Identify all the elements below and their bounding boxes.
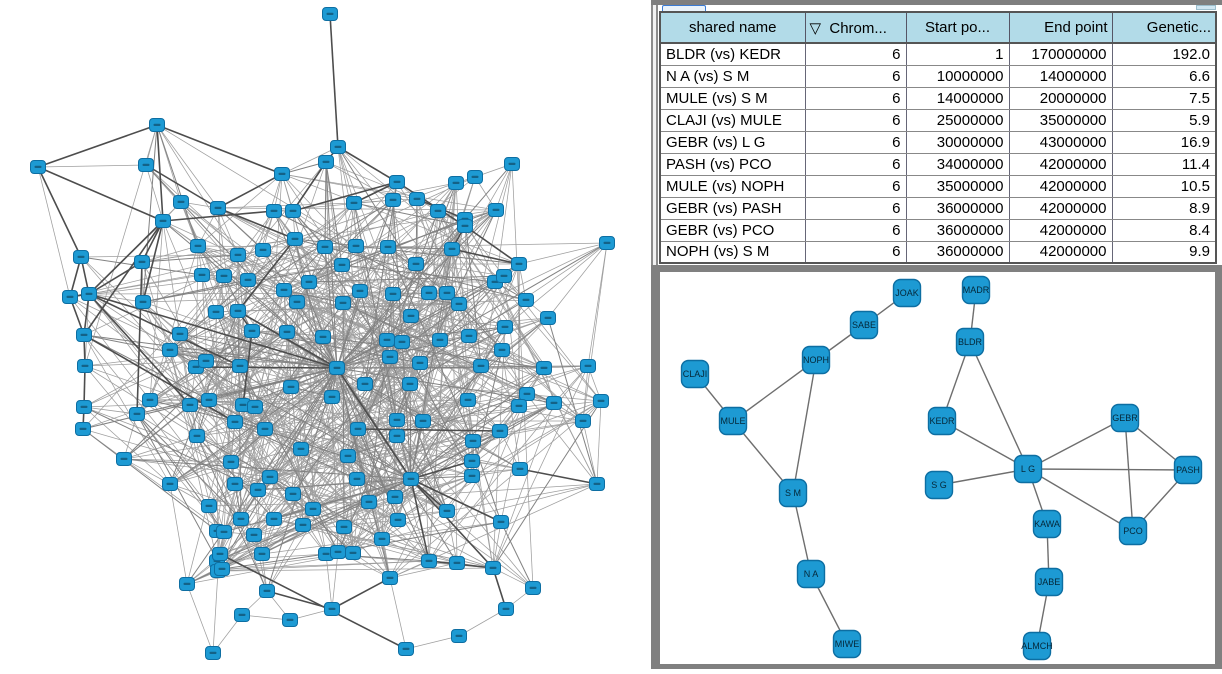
svg-text:BLDR: BLDR bbox=[958, 337, 983, 347]
svg-text:PCO: PCO bbox=[1123, 526, 1143, 536]
svg-text:CLAJI: CLAJI bbox=[683, 369, 708, 379]
svg-text:MULE: MULE bbox=[720, 416, 745, 426]
svg-text:JOAK: JOAK bbox=[895, 288, 919, 298]
svg-text:S M: S M bbox=[785, 488, 801, 498]
svg-text:JABE: JABE bbox=[1038, 577, 1061, 587]
svg-text:SABE: SABE bbox=[852, 320, 876, 330]
svg-text:ALMCH: ALMCH bbox=[1021, 641, 1053, 651]
svg-text:MIWE: MIWE bbox=[835, 639, 860, 649]
svg-text:KEDR: KEDR bbox=[929, 416, 955, 426]
svg-text:NOPH: NOPH bbox=[803, 355, 829, 365]
svg-text:MADR: MADR bbox=[963, 285, 990, 295]
svg-text:GEBR: GEBR bbox=[1112, 413, 1138, 423]
svg-text:PASH: PASH bbox=[1176, 465, 1200, 475]
svg-text:KAWA: KAWA bbox=[1034, 519, 1060, 529]
svg-text:N A: N A bbox=[804, 569, 819, 579]
svg-text:S G: S G bbox=[931, 480, 947, 490]
svg-text:L G: L G bbox=[1021, 464, 1035, 474]
